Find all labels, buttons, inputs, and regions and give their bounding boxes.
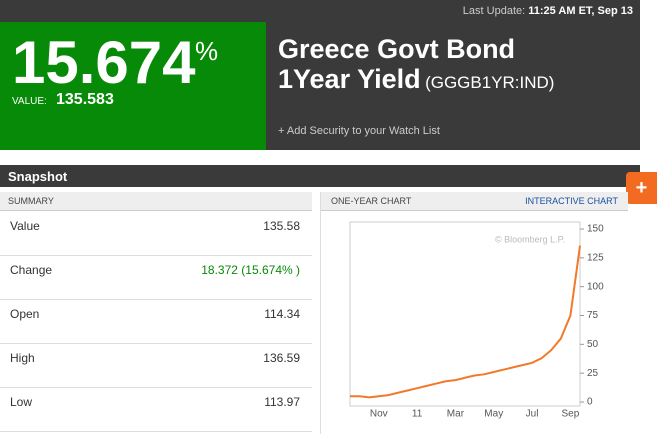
share-icon[interactable]: + [626, 172, 657, 204]
summary-row: Value 135.58 [0, 211, 312, 256]
row-value: 136.59 [263, 351, 300, 365]
x-tick-label: Mar [447, 409, 465, 420]
value: 135.583 [56, 91, 114, 108]
y-tick-label: 150 [587, 224, 604, 235]
y-tick-label: 50 [587, 339, 599, 350]
chart-header: ONE-YEAR CHART INTERACTIVE CHART [321, 192, 628, 211]
x-tick-label: Jul [526, 409, 539, 420]
x-tick-label: May [484, 409, 503, 420]
x-tick-label: 11 [412, 409, 423, 420]
title-line2: 1Year Yield [278, 64, 421, 94]
row-value: 114.34 [264, 307, 300, 321]
watermark: © Bloomberg L.P. [495, 234, 565, 244]
y-tick-label: 0 [587, 397, 593, 408]
summary-row: Low 113.97 [0, 387, 312, 432]
row-value: 113.97 [264, 395, 300, 409]
summary-title: SUMMARY [8, 196, 54, 206]
last-update-time: 11:25 AM ET, Sep 13 [528, 5, 633, 17]
row-value: 135.58 [263, 219, 300, 233]
x-tick-label: Nov [370, 409, 388, 420]
summary-header: SUMMARY [0, 192, 312, 211]
summary-row: High 136.59 [0, 343, 312, 388]
row-label: Value [10, 219, 40, 233]
row-label: High [10, 351, 35, 365]
snapshot-bar: Snapshot [0, 165, 640, 187]
top-bar [0, 0, 640, 22]
title-line1: Greece Govt Bond [278, 34, 516, 64]
yield-unit: % [195, 36, 219, 66]
line [350, 245, 581, 399]
y-tick-label: 100 [587, 281, 604, 292]
yield: 15.674 [12, 29, 196, 96]
x-tick-label: Sep [562, 409, 580, 420]
ticker: (GGGB1YR:IND) [425, 73, 555, 92]
row-label: Change [10, 263, 53, 277]
summary-panel: SUMMARY Value 135.58 Change 18.372 (15.674%… [0, 192, 312, 434]
y-tick-label: 25 [587, 368, 599, 379]
yield-box: 15.674 % VALUE: 135.583 [0, 22, 266, 150]
summary-row: Open 114.34 [0, 299, 312, 344]
title-box: Greece Govt Bond 1Year Yield (GGGB1YR:IN… [266, 22, 640, 150]
y-tick-label: 75 [587, 310, 599, 321]
row-label: Low [10, 395, 33, 409]
summary-row: Change 18.372 (15.674% ) [0, 255, 312, 300]
chart: © Bloomberg L.P. 0 25 50 75 100 125 150 Nov 11 Ma… [349, 221, 604, 420]
row-label: Open [10, 307, 40, 321]
y-tick-label: 125 [587, 252, 604, 263]
chart-link[interactable]: INTERACTIVE CHART [525, 196, 618, 206]
value-label: VALUE: [12, 96, 47, 107]
title-line2-wrap: 1Year Yield (GGGB1YR:IND) [278, 64, 554, 95]
last-update-label: Last Update: [462, 5, 526, 17]
snapshot-title: Snapshot [8, 169, 68, 184]
row-value: 18.372 (15.674% ) [201, 263, 300, 277]
chart-title: ONE-YEAR CHART [331, 196, 412, 206]
plot-frame [349, 221, 581, 407]
chart-panel: ONE-YEAR CHART INTERACTIVE CHART [320, 192, 628, 434]
last-update: Last Update: 11:25 AM ET, Sep 13 [463, 5, 633, 17]
watch-link[interactable]: + Add Security to your Watch List [278, 125, 440, 137]
